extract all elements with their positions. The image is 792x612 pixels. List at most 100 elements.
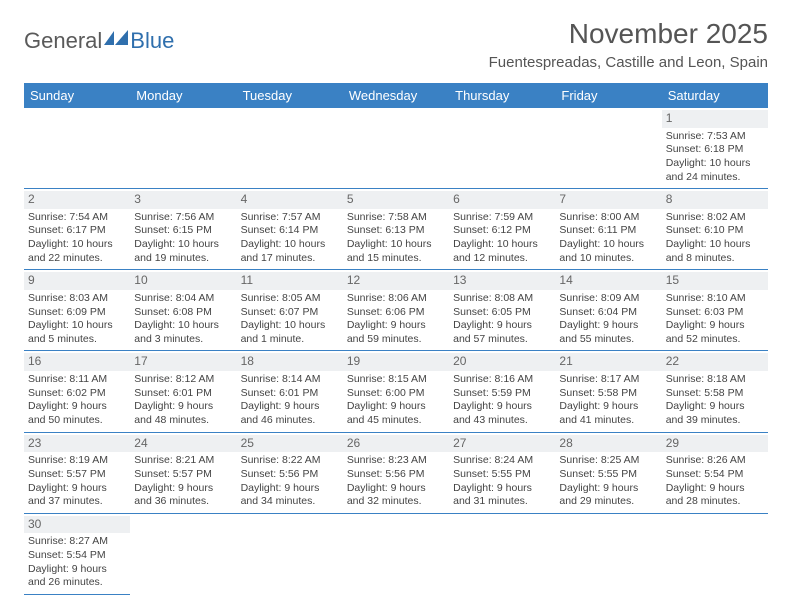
calendar-body: 1Sunrise: 7:53 AMSunset: 6:18 PMDaylight…	[24, 108, 768, 594]
day-number: 23	[24, 435, 130, 453]
daylight-line: Daylight: 9 hours and 59 minutes.	[347, 319, 445, 346]
day-cell: 19Sunrise: 8:15 AMSunset: 6:00 PMDayligh…	[343, 351, 449, 432]
day-number: 27	[449, 435, 555, 453]
sunset-line: Sunset: 6:17 PM	[28, 224, 126, 238]
day-cell: 9Sunrise: 8:03 AMSunset: 6:09 PMDaylight…	[24, 270, 130, 351]
sunrise-line: Sunrise: 8:18 AM	[666, 373, 764, 387]
sunrise-line: Sunrise: 8:16 AM	[453, 373, 551, 387]
day-number: 3	[130, 191, 236, 209]
empty-cell	[449, 513, 555, 594]
daylight-line: Daylight: 9 hours and 41 minutes.	[559, 400, 657, 427]
day-cell: 5Sunrise: 7:58 AMSunset: 6:13 PMDaylight…	[343, 189, 449, 270]
sunrise-line: Sunrise: 8:05 AM	[241, 292, 339, 306]
day-number: 25	[237, 435, 343, 453]
daylight-line: Daylight: 9 hours and 32 minutes.	[347, 482, 445, 509]
day-cell: 27Sunrise: 8:24 AMSunset: 5:55 PMDayligh…	[449, 432, 555, 513]
day-cell: 7Sunrise: 8:00 AMSunset: 6:11 PMDaylight…	[555, 189, 661, 270]
sunset-line: Sunset: 5:54 PM	[28, 549, 126, 563]
logo-text-general: General	[24, 28, 102, 54]
sunrise-line: Sunrise: 8:12 AM	[134, 373, 232, 387]
day-cell: 15Sunrise: 8:10 AMSunset: 6:03 PMDayligh…	[662, 270, 768, 351]
sunset-line: Sunset: 5:59 PM	[453, 387, 551, 401]
day-cell: 12Sunrise: 8:06 AMSunset: 6:06 PMDayligh…	[343, 270, 449, 351]
sunset-line: Sunset: 6:07 PM	[241, 306, 339, 320]
flag-icon	[104, 29, 130, 54]
empty-cell	[130, 513, 236, 594]
day-number: 30	[24, 516, 130, 534]
sunset-line: Sunset: 6:06 PM	[347, 306, 445, 320]
sunrise-line: Sunrise: 8:02 AM	[666, 211, 764, 225]
daylight-line: Daylight: 10 hours and 15 minutes.	[347, 238, 445, 265]
weekday-header: Tuesday	[237, 83, 343, 108]
daylight-line: Daylight: 9 hours and 28 minutes.	[666, 482, 764, 509]
sunset-line: Sunset: 5:55 PM	[453, 468, 551, 482]
day-cell: 22Sunrise: 8:18 AMSunset: 5:58 PMDayligh…	[662, 351, 768, 432]
day-number: 10	[130, 272, 236, 290]
sunset-line: Sunset: 5:55 PM	[559, 468, 657, 482]
weekday-header: Saturday	[662, 83, 768, 108]
day-cell: 26Sunrise: 8:23 AMSunset: 5:56 PMDayligh…	[343, 432, 449, 513]
day-cell: 3Sunrise: 7:56 AMSunset: 6:15 PMDaylight…	[130, 189, 236, 270]
day-number: 21	[555, 353, 661, 371]
sunrise-line: Sunrise: 8:17 AM	[559, 373, 657, 387]
day-cell: 21 Sunrise: 8:17 AMSunset: 5:58 PMDayligh…	[555, 351, 661, 432]
sunset-line: Sunset: 5:56 PM	[241, 468, 339, 482]
weekday-header: Friday	[555, 83, 661, 108]
day-number: 11	[237, 272, 343, 290]
daylight-line: Daylight: 9 hours and 34 minutes.	[241, 482, 339, 509]
day-cell: 17Sunrise: 8:12 AMSunset: 6:01 PMDayligh…	[130, 351, 236, 432]
sunset-line: Sunset: 5:54 PM	[666, 468, 764, 482]
sunrise-line: Sunrise: 8:11 AM	[28, 373, 126, 387]
day-number: 4	[237, 191, 343, 209]
day-cell: 4Sunrise: 7:57 AMSunset: 6:14 PMDaylight…	[237, 189, 343, 270]
day-cell: 18Sunrise: 8:14 AMSunset: 6:01 PMDayligh…	[237, 351, 343, 432]
day-number: 20	[449, 353, 555, 371]
day-cell: 8Sunrise: 8:02 AMSunset: 6:10 PMDaylight…	[662, 189, 768, 270]
day-cell: 29Sunrise: 8:26 AMSunset: 5:54 PMDayligh…	[662, 432, 768, 513]
weekday-header: Sunday	[24, 83, 130, 108]
day-cell: 2Sunrise: 7:54 AMSunset: 6:17 PMDaylight…	[24, 189, 130, 270]
sunrise-line: Sunrise: 8:25 AM	[559, 454, 657, 468]
daylight-line: Daylight: 10 hours and 3 minutes.	[134, 319, 232, 346]
calendar-row: 30Sunrise: 8:27 AMSunset: 5:54 PMDayligh…	[24, 513, 768, 594]
sunset-line: Sunset: 6:10 PM	[666, 224, 764, 238]
daylight-line: Daylight: 9 hours and 45 minutes.	[347, 400, 445, 427]
daylight-line: Daylight: 9 hours and 29 minutes.	[559, 482, 657, 509]
empty-cell	[343, 108, 449, 189]
location: Fuentespreadas, Castille and Leon, Spain	[489, 54, 768, 71]
calendar-row: 9Sunrise: 8:03 AMSunset: 6:09 PMDaylight…	[24, 270, 768, 351]
day-number: 13	[449, 272, 555, 290]
calendar-row: 23Sunrise: 8:19 AMSunset: 5:57 PMDayligh…	[24, 432, 768, 513]
day-number: 14	[555, 272, 661, 290]
sunrise-line: Sunrise: 8:08 AM	[453, 292, 551, 306]
sunset-line: Sunset: 6:08 PM	[134, 306, 232, 320]
sunrise-line: Sunrise: 8:22 AM	[241, 454, 339, 468]
month-title: November 2025	[489, 18, 768, 50]
daylight-line: Daylight: 9 hours and 26 minutes.	[28, 563, 126, 590]
sunrise-line: Sunrise: 8:21 AM	[134, 454, 232, 468]
empty-cell	[662, 513, 768, 594]
header: General Blue November 2025 Fuentespreada…	[24, 18, 768, 71]
day-cell: 24Sunrise: 8:21 AMSunset: 5:57 PMDayligh…	[130, 432, 236, 513]
daylight-line: Daylight: 9 hours and 52 minutes.	[666, 319, 764, 346]
sunset-line: Sunset: 6:18 PM	[666, 143, 764, 157]
daylight-line: Daylight: 10 hours and 1 minute.	[241, 319, 339, 346]
sunset-line: Sunset: 5:58 PM	[559, 387, 657, 401]
day-cell: 23Sunrise: 8:19 AMSunset: 5:57 PMDayligh…	[24, 432, 130, 513]
day-cell: 13Sunrise: 8:08 AMSunset: 6:05 PMDayligh…	[449, 270, 555, 351]
daylight-line: Daylight: 10 hours and 5 minutes.	[28, 319, 126, 346]
calendar-row: 16Sunrise: 8:11 AMSunset: 6:02 PMDayligh…	[24, 351, 768, 432]
day-cell: 1Sunrise: 7:53 AMSunset: 6:18 PMDaylight…	[662, 108, 768, 189]
empty-cell	[237, 108, 343, 189]
sunset-line: Sunset: 5:58 PM	[666, 387, 764, 401]
sunrise-line: Sunrise: 7:57 AM	[241, 211, 339, 225]
day-cell: 10Sunrise: 8:04 AMSunset: 6:08 PMDayligh…	[130, 270, 236, 351]
sunrise-line: Sunrise: 8:19 AM	[28, 454, 126, 468]
sunset-line: Sunset: 6:01 PM	[134, 387, 232, 401]
calendar-row: 2Sunrise: 7:54 AMSunset: 6:17 PMDaylight…	[24, 189, 768, 270]
empty-cell	[555, 108, 661, 189]
daylight-line: Daylight: 10 hours and 19 minutes.	[134, 238, 232, 265]
sunset-line: Sunset: 6:01 PM	[241, 387, 339, 401]
sunset-line: Sunset: 6:04 PM	[559, 306, 657, 320]
sunset-line: Sunset: 6:00 PM	[347, 387, 445, 401]
